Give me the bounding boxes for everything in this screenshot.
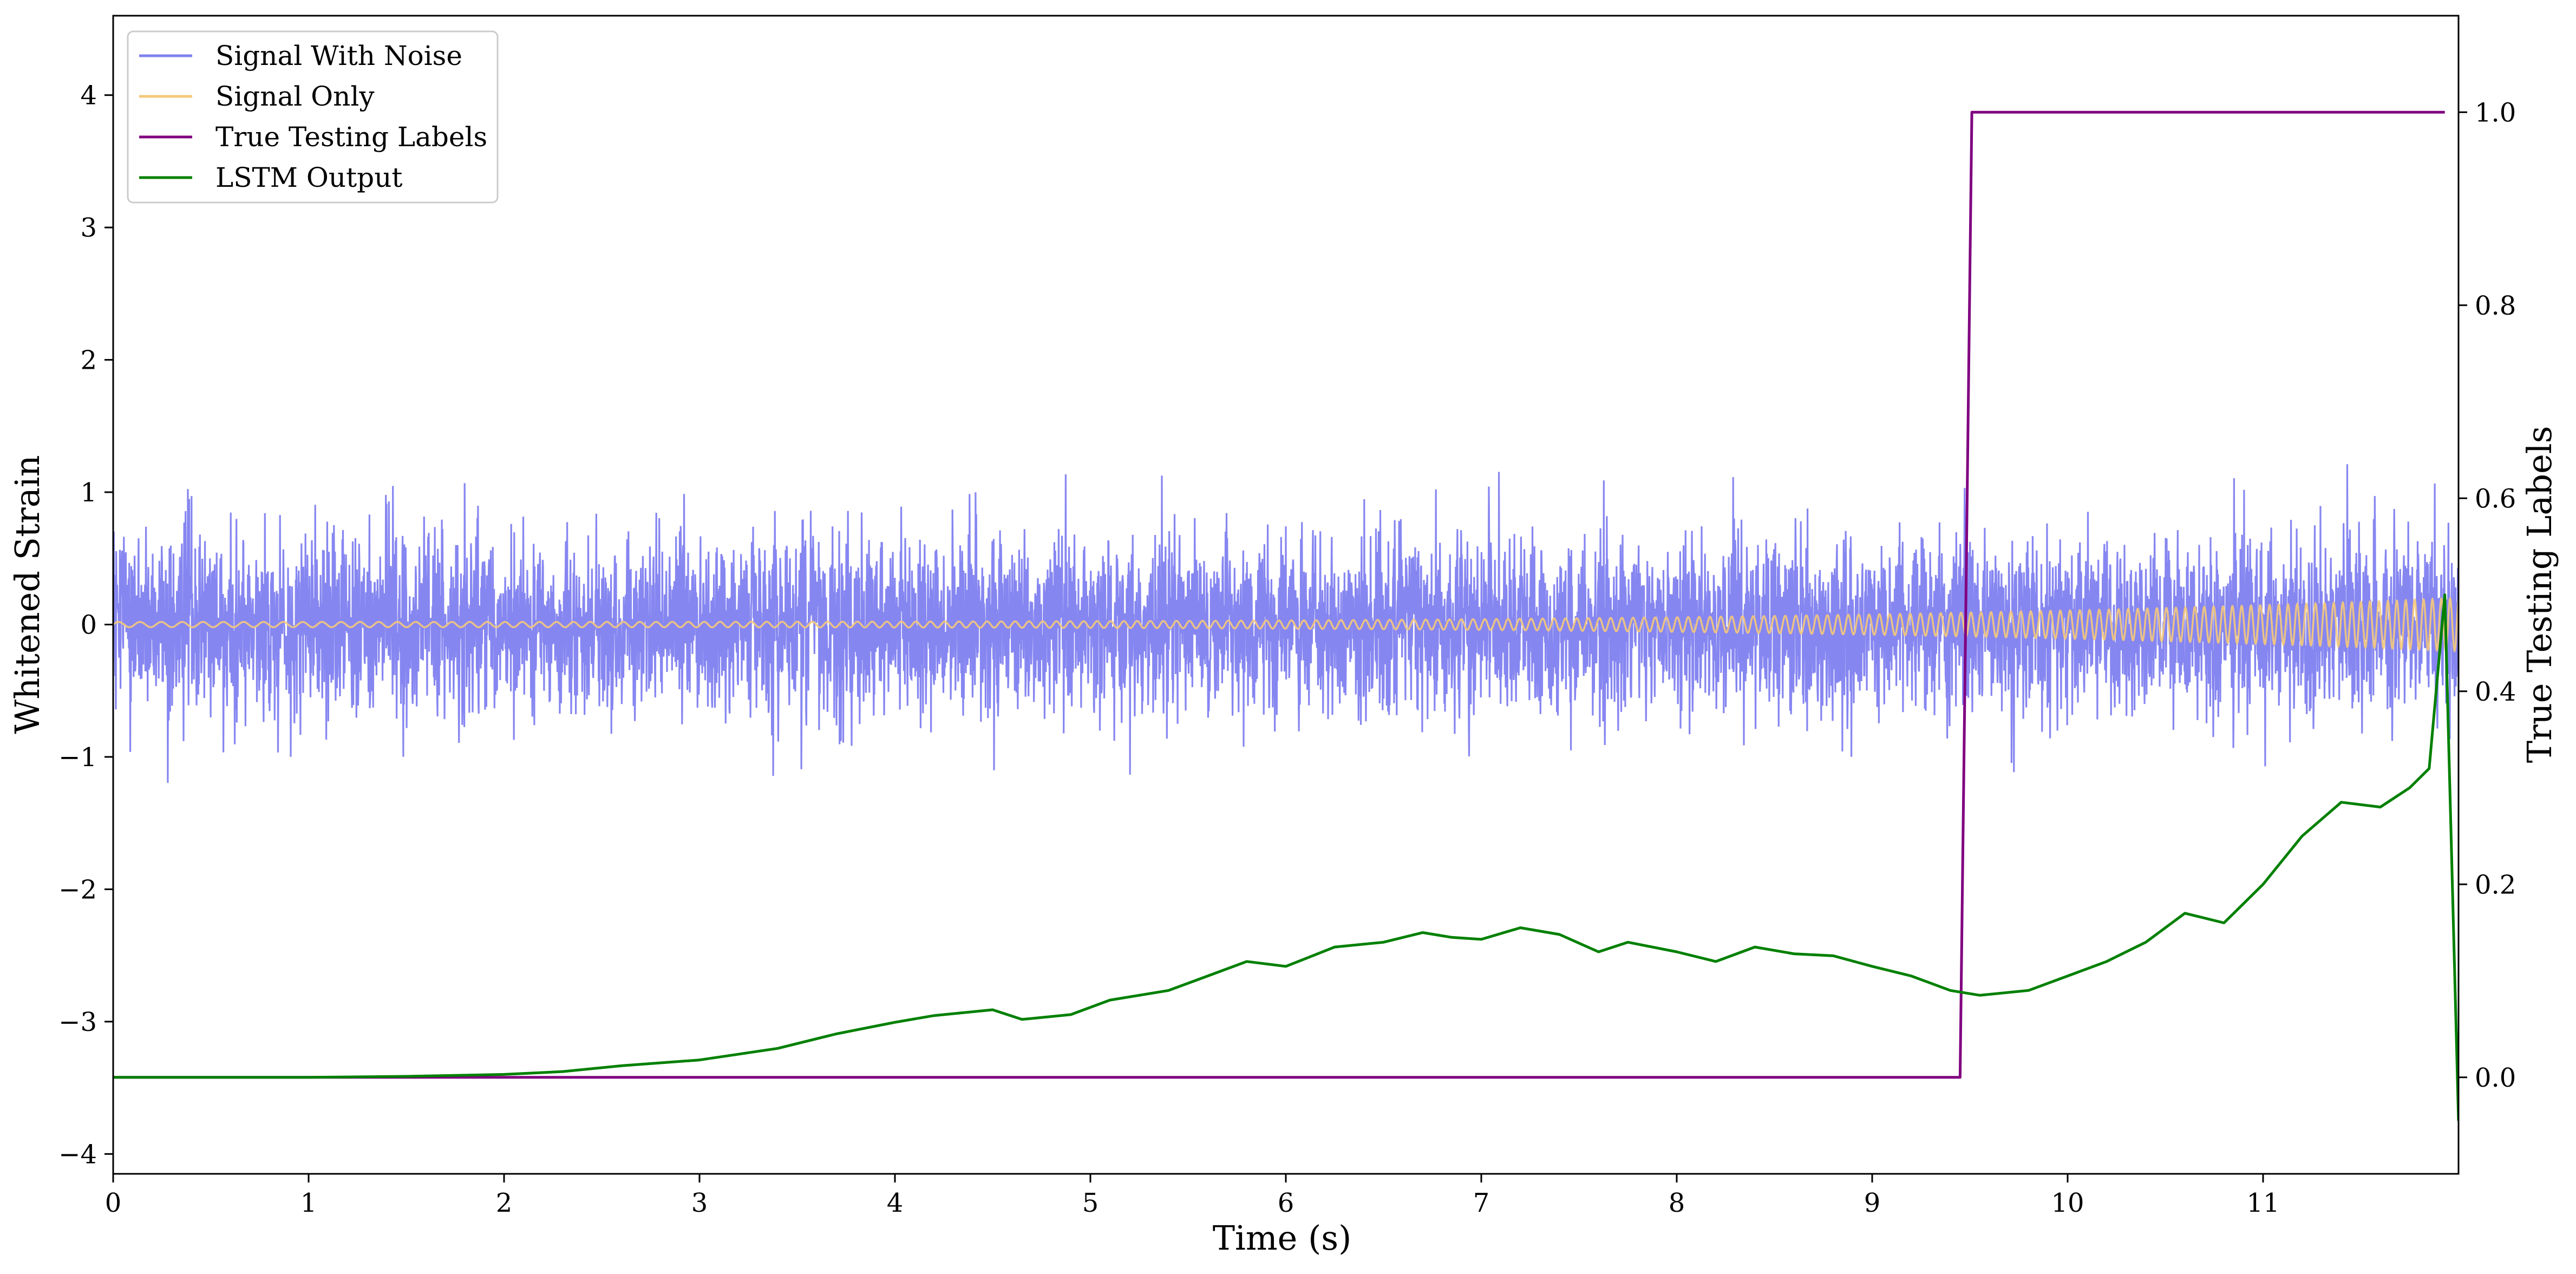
y-tick-label: 3 (80, 213, 97, 243)
legend-label-signal-with-noise: Signal With Noise (215, 40, 462, 71)
x-axis-label: Time (s) (1213, 1218, 1352, 1258)
series-true-testing-labels (113, 110, 2445, 1079)
series-lstm-output (113, 593, 2459, 1121)
y-tick-label: −3 (58, 1007, 97, 1037)
y-tick-label: −1 (58, 742, 97, 773)
series-signal-with-noise (113, 464, 2459, 783)
y-axis-label: Whitened Strain (8, 455, 47, 734)
x-tick-label: 2 (496, 1188, 513, 1218)
legend-box (127, 30, 499, 204)
y-tick-label: 0 (80, 610, 97, 641)
x-tick-label: 3 (691, 1188, 708, 1218)
x-tick-label: 6 (1278, 1188, 1294, 1218)
y-tick-label: 2 (80, 345, 97, 376)
series-signal-only (113, 596, 2459, 653)
y2-tick-label: 1.0 (2475, 97, 2516, 128)
x-tick-label: 8 (1669, 1188, 1685, 1218)
y-tick-label: 4 (80, 81, 97, 111)
x-tick-label: 11 (2246, 1188, 2279, 1218)
x-tick-label: 10 (2051, 1188, 2084, 1218)
y2-tick-label: 0.8 (2475, 291, 2516, 321)
y-tick-label: 1 (80, 478, 97, 508)
x-tick-label: 0 (105, 1188, 122, 1218)
x-tick-label: 9 (1864, 1188, 1881, 1218)
y2-tick-label: 0.2 (2475, 870, 2516, 900)
legend-label-signal-only: Signal Only (215, 81, 375, 112)
legend-label-lstm-output: LSTM Output (215, 162, 402, 193)
y2-axis-label: True Testing Labels (2520, 426, 2559, 763)
legend: Signal With Noise Signal Only True Testi… (127, 30, 499, 204)
y2-tick-label: 0.4 (2475, 677, 2516, 707)
x-tick-label: 1 (300, 1188, 317, 1218)
y-tick-label: −4 (58, 1139, 97, 1170)
legend-label-true-testing-labels: True Testing Labels (215, 121, 487, 153)
x-tick-label: 7 (1473, 1188, 1490, 1218)
x-tick-label: 5 (1082, 1188, 1099, 1218)
y2-tick-label: 0.6 (2475, 484, 2516, 514)
y2-tick-label: 0.0 (2475, 1063, 2516, 1093)
x-tick-label: 4 (887, 1188, 904, 1218)
y-tick-label: −2 (58, 874, 97, 905)
